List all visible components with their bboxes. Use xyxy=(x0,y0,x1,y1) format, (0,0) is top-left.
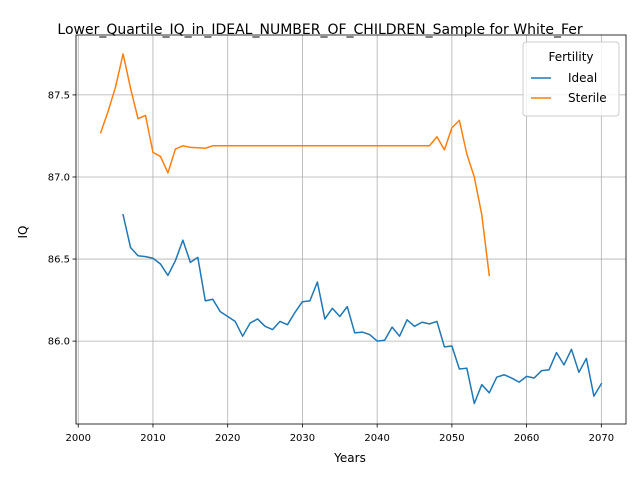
legend: Fertility Ideal Sterile xyxy=(522,41,620,117)
series-line-ideal xyxy=(122,213,603,405)
series-lines xyxy=(99,53,603,405)
plot-frame xyxy=(75,34,627,425)
x-axis-label: Years xyxy=(333,451,366,465)
y-axis-label: IQ xyxy=(16,226,30,239)
x-tick-label: 2050 xyxy=(439,433,464,444)
axis-ticks: 2000 2010 2020 2030 2040 2050 2060 2070 86.0 86.5… xyxy=(48,90,614,444)
x-tick-label: 2010 xyxy=(140,433,165,444)
y-tick-label: 86.0 xyxy=(48,337,70,348)
legend-label-ideal: Ideal xyxy=(568,71,597,85)
chart-title: Lower_Quartile_IQ_in_IDEAL_NUMBER_OF_CHI… xyxy=(57,22,582,38)
y-tick-label: 87.0 xyxy=(48,172,70,183)
x-tick-label: 2060 xyxy=(514,433,539,444)
x-tick-label: 2070 xyxy=(589,433,614,444)
x-tick-label: 2030 xyxy=(290,433,315,444)
y-tick-label: 87.5 xyxy=(48,90,70,101)
series-line-sterile xyxy=(99,53,491,277)
legend-label-sterile: Sterile xyxy=(568,91,607,105)
x-tick-label: 2000 xyxy=(66,433,91,444)
y-tick-label: 86.5 xyxy=(48,255,70,266)
x-tick-label: 2040 xyxy=(364,433,389,444)
legend-title: Fertility xyxy=(548,50,593,64)
x-tick-label: 2020 xyxy=(215,433,240,444)
